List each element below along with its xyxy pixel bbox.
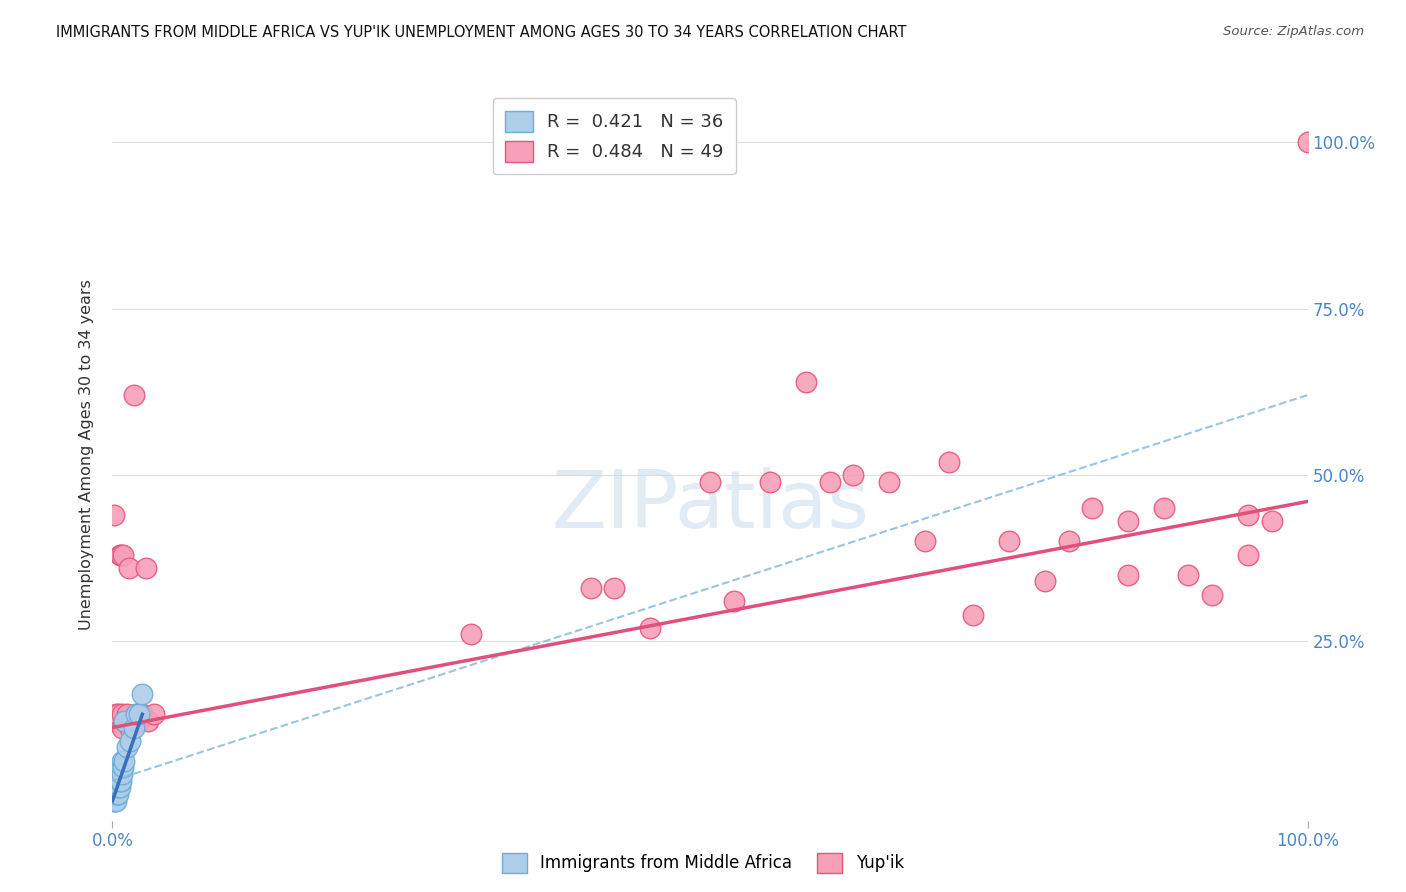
Point bbox=[914, 534, 936, 549]
Point bbox=[104, 794, 127, 808]
Text: IMMIGRANTS FROM MIDDLE AFRICA VS YUP'IK UNEMPLOYMENT AMONG AGES 30 TO 34 YEARS C: IMMIGRANTS FROM MIDDLE AFRICA VS YUP'IK … bbox=[56, 25, 907, 40]
Point bbox=[1033, 574, 1056, 589]
Point bbox=[460, 627, 482, 641]
Point bbox=[108, 773, 131, 788]
Point bbox=[105, 773, 128, 788]
Point bbox=[103, 794, 125, 808]
Point bbox=[1118, 515, 1140, 529]
Point bbox=[1237, 508, 1260, 522]
Point bbox=[110, 760, 132, 774]
Point bbox=[1177, 567, 1199, 582]
Point bbox=[138, 714, 160, 728]
Point bbox=[112, 548, 135, 562]
Point bbox=[640, 621, 662, 635]
Point bbox=[110, 548, 132, 562]
Point bbox=[105, 767, 128, 781]
Point bbox=[143, 707, 166, 722]
Text: ZIPatlas: ZIPatlas bbox=[551, 467, 869, 545]
Point bbox=[879, 475, 901, 489]
Point bbox=[105, 714, 128, 728]
Point bbox=[128, 707, 150, 722]
Point bbox=[111, 707, 134, 722]
Point bbox=[107, 787, 129, 801]
Point bbox=[114, 714, 135, 728]
Point bbox=[998, 534, 1021, 549]
Point bbox=[131, 707, 153, 722]
Point bbox=[1296, 136, 1319, 150]
Point bbox=[107, 767, 129, 781]
Point bbox=[103, 780, 125, 795]
Point bbox=[105, 787, 128, 801]
Point bbox=[111, 754, 134, 768]
Point bbox=[1081, 501, 1104, 516]
Point bbox=[1201, 588, 1223, 602]
Point bbox=[135, 561, 157, 575]
Point bbox=[579, 581, 602, 595]
Point bbox=[125, 707, 148, 722]
Point bbox=[105, 787, 128, 801]
Point bbox=[105, 773, 128, 788]
Point bbox=[108, 780, 131, 795]
Legend: R =  0.421   N = 36, R =  0.484   N = 49: R = 0.421 N = 36, R = 0.484 N = 49 bbox=[494, 98, 735, 174]
Point bbox=[104, 780, 127, 795]
Point bbox=[938, 454, 960, 468]
Point bbox=[103, 508, 125, 522]
Point bbox=[131, 687, 153, 701]
Point bbox=[108, 548, 131, 562]
Point bbox=[1057, 534, 1080, 549]
Point bbox=[114, 714, 135, 728]
Point bbox=[120, 734, 142, 748]
Point bbox=[111, 767, 134, 781]
Point bbox=[121, 714, 143, 728]
Point bbox=[103, 787, 125, 801]
Point bbox=[818, 475, 841, 489]
Point bbox=[115, 707, 138, 722]
Point bbox=[603, 581, 626, 595]
Point bbox=[723, 594, 745, 608]
Point bbox=[118, 561, 141, 575]
Y-axis label: Unemployment Among Ages 30 to 34 years: Unemployment Among Ages 30 to 34 years bbox=[79, 279, 94, 631]
Point bbox=[105, 780, 128, 795]
Point bbox=[105, 707, 128, 722]
Point bbox=[115, 740, 138, 755]
Point bbox=[1153, 501, 1175, 516]
Point bbox=[105, 794, 128, 808]
Point bbox=[112, 760, 135, 774]
Point bbox=[1261, 515, 1284, 529]
Point bbox=[1237, 548, 1260, 562]
Legend: Immigrants from Middle Africa, Yup'ik: Immigrants from Middle Africa, Yup'ik bbox=[495, 847, 911, 880]
Point bbox=[699, 475, 721, 489]
Point bbox=[122, 388, 145, 402]
Point bbox=[105, 767, 128, 781]
Text: Source: ZipAtlas.com: Source: ZipAtlas.com bbox=[1223, 25, 1364, 38]
Point bbox=[104, 714, 127, 728]
Point bbox=[104, 787, 127, 801]
Point bbox=[111, 721, 134, 735]
Point bbox=[120, 721, 142, 735]
Point bbox=[110, 773, 132, 788]
Point bbox=[794, 375, 817, 389]
Point bbox=[122, 721, 145, 735]
Point bbox=[128, 714, 150, 728]
Point bbox=[105, 780, 128, 795]
Point bbox=[107, 773, 129, 788]
Point bbox=[107, 707, 129, 722]
Point bbox=[1118, 567, 1140, 582]
Point bbox=[104, 773, 127, 788]
Point bbox=[962, 607, 984, 622]
Point bbox=[108, 767, 131, 781]
Point bbox=[759, 475, 782, 489]
Point bbox=[125, 707, 148, 722]
Point bbox=[107, 780, 129, 795]
Point bbox=[842, 467, 865, 482]
Point bbox=[114, 754, 135, 768]
